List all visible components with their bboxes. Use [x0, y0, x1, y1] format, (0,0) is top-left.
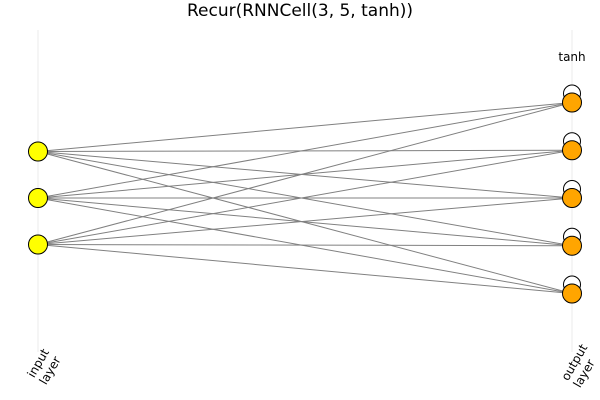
edge-input-1-to-output-2 [37, 149, 573, 152]
edge-input-1-to-output-1 [37, 102, 573, 152]
output-layer-label: output layer [558, 341, 597, 390]
edge-input-1-to-output-4 [37, 151, 573, 247]
layer-nodes [28, 92, 582, 304]
edge-input-2-to-output-1 [37, 102, 573, 199]
output-node-4 [562, 235, 582, 256]
input-node-3 [28, 234, 48, 255]
activation-label: tanh [558, 50, 585, 64]
input-layer-label: input layer [24, 346, 63, 387]
edge-input-3-to-output-3 [37, 197, 573, 245]
edge-input-1-to-output-3 [37, 151, 573, 199]
diagram-title: Recur(RNNCell(3, 5, tanh)) [187, 1, 413, 21]
edge-input-3-to-output-1 [37, 102, 573, 245]
edge-input-3-to-output-5 [37, 244, 573, 294]
connection-edges [37, 102, 573, 294]
input-node-2 [28, 188, 48, 208]
edge-input-3-to-output-4 [37, 244, 573, 247]
edge-input-3-to-output-2 [37, 149, 573, 245]
output-node-3 [562, 188, 582, 208]
output-node-1 [562, 92, 582, 113]
edge-input-1-to-output-5 [37, 151, 573, 294]
output-node-5 [562, 283, 582, 304]
input-node-1 [28, 141, 48, 162]
edge-input-2-to-output-4 [37, 197, 573, 247]
edge-input-2-to-output-5 [37, 197, 573, 294]
output-node-2 [562, 140, 582, 161]
edge-input-2-to-output-2 [37, 149, 573, 199]
